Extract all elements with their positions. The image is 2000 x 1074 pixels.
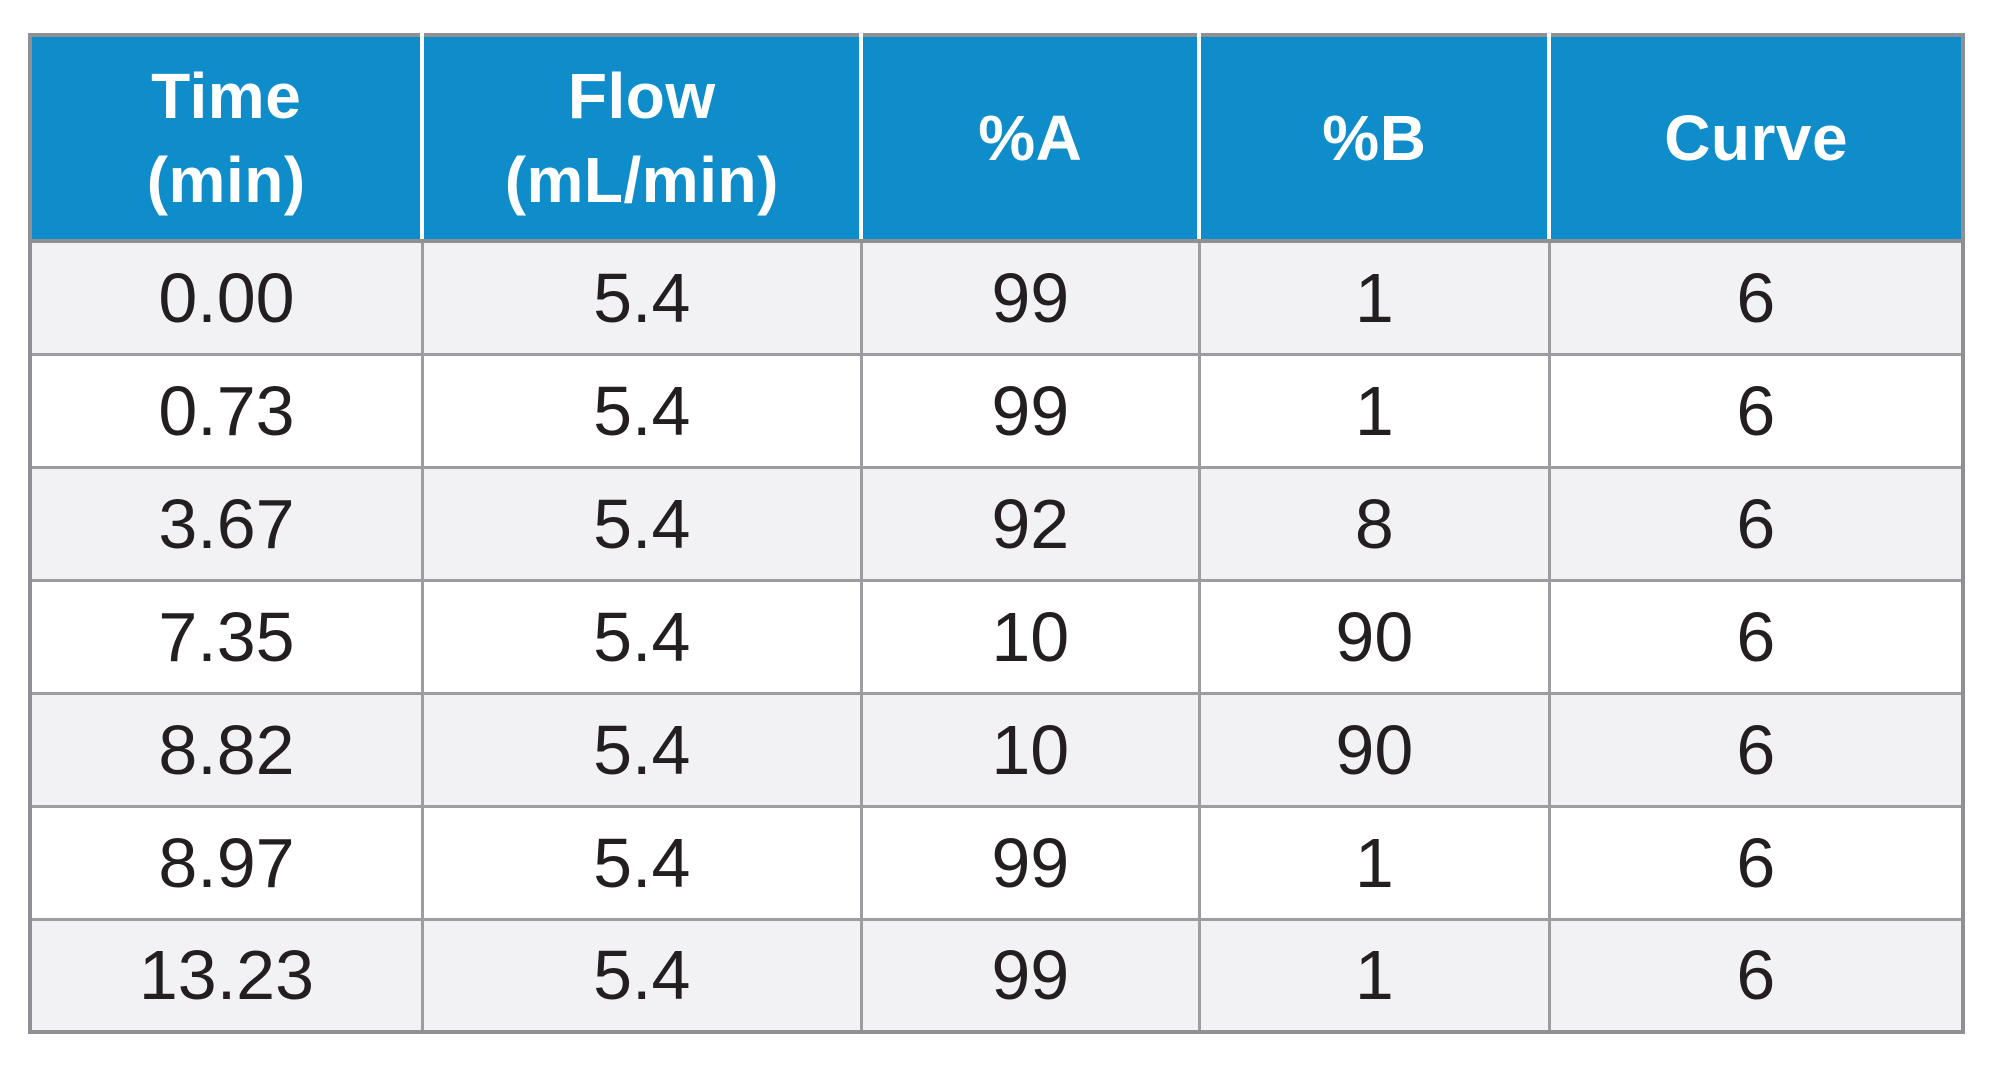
gradient-table-header: Time (min) Flow (mL/min) %A %B Curve (30, 35, 1963, 243)
cell-pct-b: 1 (1197, 239, 1551, 356)
cell-flow: 5.4 (420, 804, 863, 921)
table-row: 13.23 5.4 99 1 6 (28, 917, 1965, 1034)
cell-curve: 6 (1547, 239, 1965, 356)
cell-flow: 5.4 (420, 578, 863, 695)
cell-pct-a: 10 (859, 578, 1201, 695)
cell-flow: 5.4 (420, 917, 863, 1034)
cell-pct-a: 99 (859, 352, 1201, 469)
gradient-table: Time (min) Flow (mL/min) %A %B Curve 0.0… (28, 33, 1965, 1034)
cell-pct-a: 99 (859, 239, 1201, 356)
cell-curve: 6 (1547, 352, 1965, 469)
cell-flow: 5.4 (420, 691, 863, 808)
cell-curve: 6 (1547, 804, 1965, 921)
cell-pct-a: 10 (859, 691, 1201, 808)
cell-pct-a: 99 (859, 804, 1201, 921)
cell-time: 0.73 (28, 352, 424, 469)
column-header-pct-a: %A (859, 35, 1200, 243)
cell-pct-b: 1 (1197, 352, 1551, 469)
table-row: 0.73 5.4 99 1 6 (28, 352, 1965, 469)
cell-time: 0.00 (28, 239, 424, 356)
column-header-time: Time (min) (30, 35, 423, 243)
table-row: 3.67 5.4 92 8 6 (28, 465, 1965, 582)
cell-flow: 5.4 (420, 352, 863, 469)
cell-time: 3.67 (28, 465, 424, 582)
cell-curve: 6 (1547, 917, 1965, 1034)
cell-curve: 6 (1547, 578, 1965, 695)
cell-pct-b: 8 (1197, 465, 1551, 582)
table-row: 8.82 5.4 10 90 6 (28, 691, 1965, 808)
gradient-table-body: 0.00 5.4 99 1 6 0.73 5.4 99 1 6 3.67 5.4… (28, 239, 1965, 1034)
column-header-pct-b: %B (1197, 35, 1550, 243)
cell-time: 8.82 (28, 691, 424, 808)
cell-pct-b: 90 (1197, 578, 1551, 695)
cell-pct-a: 99 (859, 917, 1201, 1034)
cell-pct-b: 90 (1197, 691, 1551, 808)
table-row: 7.35 5.4 10 90 6 (28, 578, 1965, 695)
cell-curve: 6 (1547, 691, 1965, 808)
cell-pct-a: 92 (859, 465, 1201, 582)
header-row: Time (min) Flow (mL/min) %A %B Curve (30, 35, 1963, 243)
table-row: 8.97 5.4 99 1 6 (28, 804, 1965, 921)
cell-time: 7.35 (28, 578, 424, 695)
cell-pct-b: 1 (1197, 804, 1551, 921)
column-header-flow: Flow (mL/min) (420, 35, 862, 243)
cell-flow: 5.4 (420, 239, 863, 356)
cell-flow: 5.4 (420, 465, 863, 582)
gradient-table-container: Time (min) Flow (mL/min) %A %B Curve 0.0… (28, 33, 1965, 1034)
cell-time: 13.23 (28, 917, 424, 1034)
cell-pct-b: 1 (1197, 917, 1551, 1034)
column-header-curve: Curve (1547, 35, 1963, 243)
cell-time: 8.97 (28, 804, 424, 921)
table-row: 0.00 5.4 99 1 6 (28, 239, 1965, 356)
cell-curve: 6 (1547, 465, 1965, 582)
